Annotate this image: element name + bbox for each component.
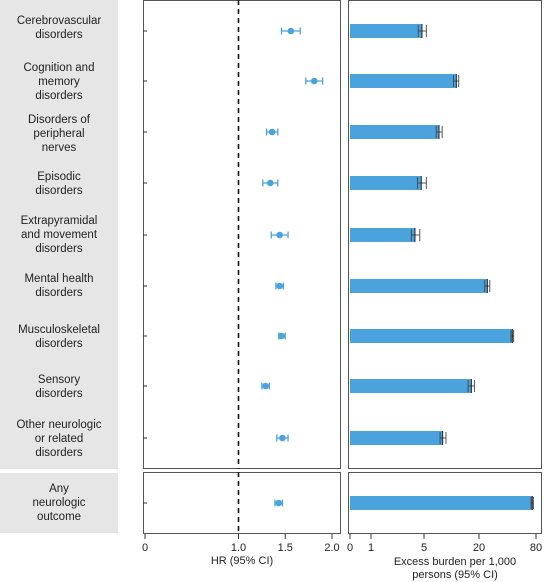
row-label: Cerebrovascular disorders <box>16 15 102 41</box>
burden-bar <box>350 431 443 445</box>
hr-axis-title: HR (95% CI) <box>210 555 274 567</box>
burden-bar <box>350 496 533 510</box>
excess-burden-bar-chart <box>350 24 534 510</box>
axes: 0 1.0 1.5 2.0 0 1 5 20 80 <box>142 534 542 554</box>
hr-tick-label: 1.0 <box>231 542 246 554</box>
hr-panel-main <box>143 0 341 469</box>
row-label-column <box>0 0 118 469</box>
hr-tick-label: 1.5 <box>278 542 293 554</box>
burden-tick-label: 1 <box>368 542 374 554</box>
burden-bar <box>350 228 415 242</box>
burden-bar <box>350 125 440 139</box>
row-label: Episodic disorders <box>35 171 83 197</box>
hr-point <box>276 231 283 239</box>
hr-panel-summary <box>143 472 341 534</box>
hr-point <box>278 332 285 340</box>
hr-point <box>275 499 283 507</box>
hr-point <box>287 27 295 35</box>
hr-point <box>276 282 283 290</box>
burden-tick-label: 5 <box>421 542 427 554</box>
burden-bar <box>350 329 513 343</box>
hr-point <box>268 128 276 136</box>
row-label: Mental health disorders <box>24 273 94 299</box>
burden-tick-label: 0 <box>347 542 353 554</box>
burden-axis-title: Excess burden per 1,000 persons (95% CI) <box>393 556 517 581</box>
burden-tick-label: 20 <box>473 542 485 554</box>
row-label: Other neurologic or related disorders <box>16 419 102 459</box>
hr-forest-plot <box>143 0 324 534</box>
summary-label-column <box>0 473 118 533</box>
row-label: Any neurologic outcome <box>32 483 86 523</box>
hr-tick-label: 0 <box>142 542 148 554</box>
hr-tick-label: 2.0 <box>324 542 339 554</box>
hr-point <box>262 382 269 390</box>
row-label: Cognition and memory disorders <box>23 62 95 102</box>
row-label: Disorders of peripheral nerves <box>28 113 90 154</box>
burden-bar <box>350 379 472 393</box>
row-label: Musculoskeletal disorders <box>18 323 100 350</box>
burden-bar <box>350 176 422 190</box>
hr-point <box>279 434 286 442</box>
burden-bar <box>350 279 488 293</box>
burden-bar <box>350 24 422 38</box>
row-label: Extrapyramidal and movement disorders <box>20 215 98 255</box>
hr-point <box>266 179 274 187</box>
row-label: Sensory disorders <box>35 374 83 400</box>
burden-tick-label: 80 <box>530 542 542 554</box>
hr-point <box>310 77 318 85</box>
burden-bar <box>350 74 457 88</box>
